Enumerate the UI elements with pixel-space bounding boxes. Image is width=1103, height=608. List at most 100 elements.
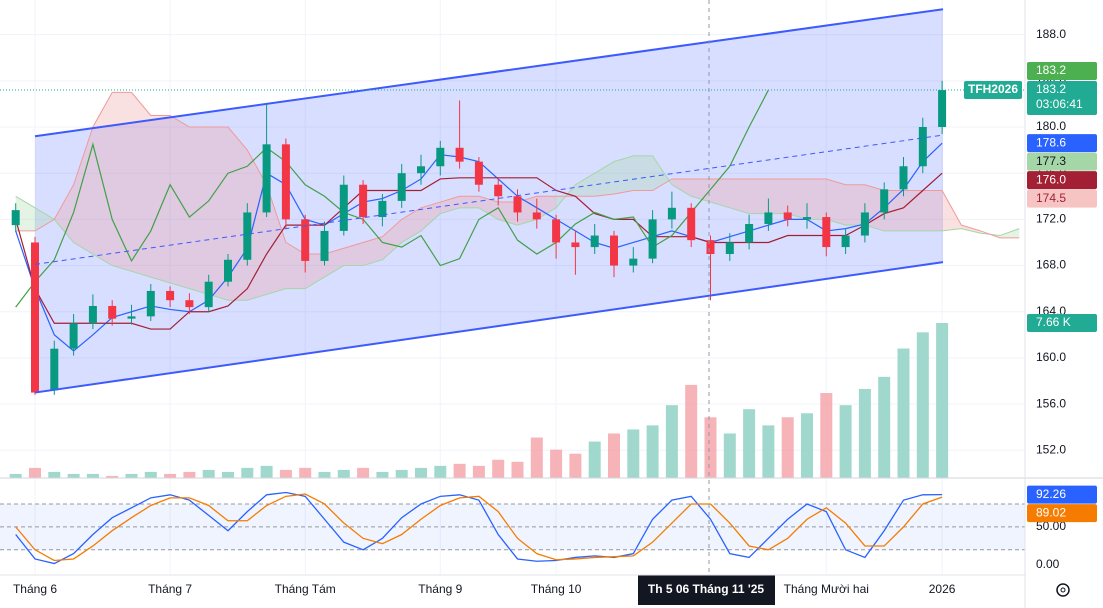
cloud-segment — [54, 184, 74, 243]
candle-body — [455, 147, 464, 162]
cloud-segment — [35, 207, 55, 231]
candle-body — [281, 144, 290, 220]
volume-bar — [743, 409, 756, 478]
volume-bar — [260, 465, 273, 478]
cloud-segment — [536, 196, 557, 220]
x-tick-label: 2026 — [929, 582, 956, 596]
cloud-segment — [92, 92, 113, 266]
gear-center[interactable] — [1060, 587, 1066, 593]
y-tick-label: 172.0 — [1036, 212, 1066, 226]
cloud-segment — [671, 178, 692, 197]
volume-bar — [86, 473, 99, 478]
cloud-segment — [189, 127, 209, 295]
stoch-tick-label: 50.00 — [1036, 519, 1066, 533]
x-tick-label: Tháng Mười hai — [784, 582, 869, 596]
value-badge-label: 174.5 — [1036, 191, 1066, 205]
cloud-segment — [459, 196, 479, 208]
stoch-badge-label: 92.26 — [1036, 487, 1066, 501]
volume-bar — [916, 332, 929, 478]
cloud-segment — [845, 184, 865, 226]
candle-body — [745, 223, 754, 243]
volume-bar — [318, 471, 331, 478]
candle-body — [764, 212, 773, 224]
x-tick-label: Tháng 6 — [13, 582, 57, 596]
cloud-segment — [903, 190, 923, 231]
value-badge-label: 177.3 — [1036, 154, 1066, 168]
crosshair-label: Th 5 06 Tháng 11 '25 — [648, 582, 765, 596]
volume-bar — [665, 405, 678, 478]
volume-bar — [48, 471, 61, 478]
value-badge-label: 178.6 — [1036, 135, 1066, 149]
volume-bar — [183, 471, 196, 478]
candle-body — [320, 230, 329, 261]
cloud-segment — [787, 178, 807, 220]
candle-body — [166, 290, 175, 301]
candle-body — [494, 184, 503, 197]
volume-bar — [936, 323, 949, 478]
y-tick-label: 168.0 — [1036, 258, 1066, 272]
candle-body — [571, 242, 580, 248]
volume-bar — [878, 376, 891, 478]
volume-bar — [704, 417, 717, 478]
volume-bar — [897, 348, 910, 478]
x-tick-label: Tháng 10 — [531, 582, 582, 596]
volume-badge-label: 7.66 K — [1036, 315, 1071, 329]
volume-bar — [164, 473, 177, 478]
volume-bar — [453, 463, 466, 478]
stoch-badge-label: 89.02 — [1036, 505, 1066, 519]
x-tick-label: Tháng 9 — [418, 582, 462, 596]
candle-body — [513, 196, 522, 213]
stoch-tick-label: 0.00 — [1036, 557, 1060, 571]
cloud-segment — [112, 92, 132, 272]
stoch-badge — [1027, 485, 1097, 504]
candle-body — [610, 235, 618, 266]
candle-body — [706, 240, 715, 255]
y-tick-label: 160.0 — [1036, 350, 1066, 364]
candle-body — [552, 219, 561, 243]
cloud-segment — [633, 155, 653, 191]
gear[interactable] — [1056, 583, 1070, 597]
candle-body — [359, 184, 368, 218]
stoch-line — [15, 491, 943, 565]
channel-upper — [34, 8, 944, 138]
volume-bar — [9, 473, 22, 478]
volume-bar — [608, 433, 620, 478]
volume-bar — [858, 388, 871, 478]
candle-body — [841, 235, 850, 248]
candle-body — [667, 207, 676, 220]
cloud-segment — [614, 155, 634, 194]
cloud-segment — [131, 92, 151, 278]
volume-bar — [569, 453, 582, 478]
volume-bar — [376, 471, 389, 478]
volume-bar — [29, 467, 41, 478]
candle-body — [88, 305, 97, 324]
cloud-segment — [807, 178, 827, 220]
y-tick-label: 156.0 — [1036, 396, 1066, 410]
candle-body — [301, 219, 310, 261]
cloud-segment — [768, 178, 788, 214]
candle-body — [378, 200, 387, 218]
indicator-line — [15, 89, 769, 308]
x-tick-label: Tháng 7 — [148, 582, 192, 596]
candle-body — [339, 184, 348, 231]
candle-body — [31, 242, 39, 393]
candle-body — [687, 207, 696, 241]
volume-bar — [279, 469, 292, 478]
cloud-segment — [150, 115, 171, 283]
axes: 152.0156.0160.0164.0168.0172.0176.0180.0… — [13, 27, 1097, 605]
stoch-line — [15, 493, 943, 562]
candle-body — [224, 259, 232, 282]
volume-bar — [357, 467, 370, 478]
volume-bar — [550, 449, 563, 478]
candle-body — [11, 210, 20, 226]
cloud-segment — [710, 178, 730, 208]
volume-bar — [801, 413, 813, 478]
span-a-line — [15, 155, 1020, 301]
volume-bar — [492, 459, 505, 478]
volume-bar — [820, 393, 833, 478]
candle-body — [185, 300, 194, 308]
settings-icon[interactable] — [1056, 583, 1070, 597]
cloud-segment — [498, 202, 518, 226]
